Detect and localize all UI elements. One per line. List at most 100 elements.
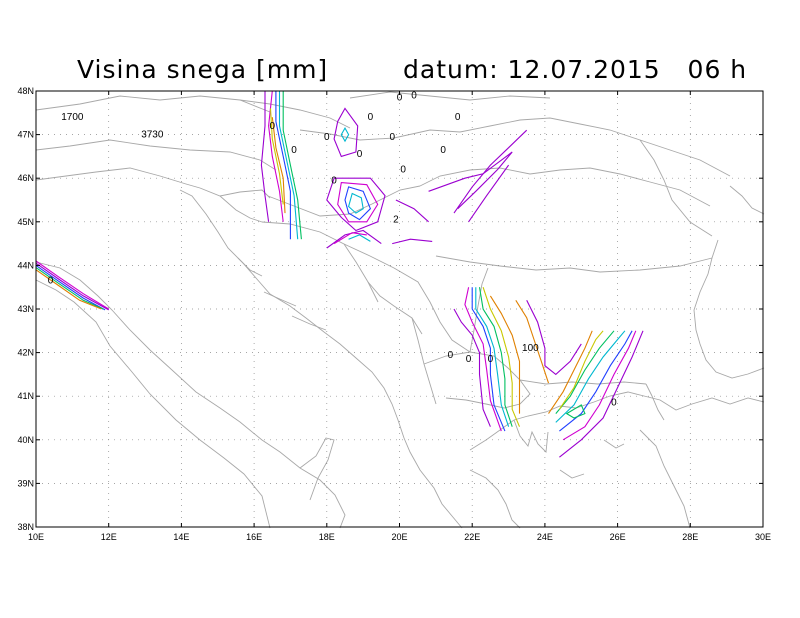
border-serbia — [343, 243, 471, 353]
coastline-black-sea — [693, 239, 765, 379]
coastline-greece-west — [403, 437, 463, 529]
coastline-turkey-west — [639, 429, 691, 529]
snow-contour-line — [35, 267, 104, 310]
datum-label: datum: 12.07.2015 06 h — [403, 55, 748, 84]
contour-value-label: 0 — [331, 175, 337, 186]
coastline-layer — [35, 91, 765, 529]
y-tick-label: 45N — [17, 217, 34, 227]
y-tick-label: 40N — [17, 435, 34, 445]
y-tick-label: 46N — [17, 173, 34, 183]
coastline-aegean-islands-2 — [603, 439, 625, 449]
snow-contour-line — [271, 117, 286, 214]
snow-contour-line — [282, 91, 302, 240]
snow-contour-line — [347, 192, 364, 214]
contour-value-label: 0 — [269, 121, 275, 132]
snow-contour-line — [340, 126, 350, 143]
coastline-chalkidiki — [513, 419, 549, 453]
coastline-islands-2 — [263, 291, 297, 307]
snow-contour-line — [559, 330, 644, 458]
snow-contour-line — [468, 164, 510, 223]
y-tick-label: 47N — [17, 130, 34, 140]
contour-value-label: 2 — [393, 215, 399, 226]
contour-value-label: 1700 — [61, 112, 84, 123]
border-moldova — [639, 139, 713, 237]
x-tick-label: 12E — [101, 532, 117, 542]
contour-value-label: 0 — [466, 354, 472, 365]
contour-value-label: 3730 — [141, 130, 164, 141]
border-austria — [35, 139, 277, 171]
border-czech — [239, 99, 351, 129]
snow-contour-line — [464, 287, 502, 432]
snow-contour-line — [35, 262, 109, 311]
y-tick-label: 44N — [17, 260, 34, 270]
snow-contour-line — [348, 234, 371, 242]
y-tick-label: 48N — [17, 86, 34, 96]
border-montenegro — [367, 281, 423, 335]
snow-contour-line — [453, 308, 491, 427]
contour-value-label: 0 — [291, 145, 297, 156]
border-macedonia — [423, 351, 531, 409]
coastline-dalmatia — [179, 189, 405, 439]
x-tick-label: 14E — [173, 532, 189, 542]
contour-value-label: 0 — [411, 90, 417, 101]
coastline-islands-1 — [237, 257, 263, 277]
y-tick-label: 41N — [17, 391, 34, 401]
x-tick-label: 28E — [682, 532, 698, 542]
y-tick-label: 39N — [17, 478, 34, 488]
y-tick-label: 43N — [17, 304, 34, 314]
border-romania — [419, 167, 711, 207]
snow-contour-line — [35, 269, 102, 310]
coastline-peloponnese — [469, 469, 521, 529]
snow-contour-line — [471, 287, 506, 432]
contour-value-label: 0 — [368, 112, 374, 123]
contour-value-label: 0 — [448, 350, 454, 361]
snow-contour-line — [548, 330, 593, 414]
coastline-italy-east — [35, 261, 346, 529]
x-tick-label: 16E — [246, 532, 262, 542]
coastline-aegean-islands — [559, 469, 585, 479]
chart-title: Visina snega [mm] — [77, 55, 329, 84]
snow-contour-line — [395, 199, 429, 223]
snow-contour-line — [562, 330, 637, 441]
coastline-italy-heel — [299, 437, 335, 501]
snow-contour-line — [268, 90, 284, 222]
snow-contour-line — [565, 404, 586, 419]
contour-value-label: 0 — [400, 164, 406, 175]
snow-contour-line — [275, 91, 291, 240]
coastline-italy-west — [35, 279, 271, 529]
coastline-aegean-north — [469, 391, 661, 451]
x-tick-label: 10E — [28, 532, 44, 542]
snow-contour-line — [489, 295, 521, 414]
y-tick-label: 42N — [17, 348, 34, 358]
snow-contour-line — [392, 238, 433, 245]
x-tick-label: 26E — [610, 532, 626, 542]
border-slovakia — [299, 129, 461, 141]
snow-contour-line — [333, 107, 359, 158]
snow-contour-line — [555, 330, 615, 414]
snow-contour-line — [260, 91, 270, 222]
snow-contour-line — [555, 330, 626, 423]
snow-contour-line — [526, 300, 582, 376]
contour-value-label: 0 — [48, 276, 54, 287]
snow-contour-line — [475, 287, 510, 427]
y-tick-label: 38N — [17, 522, 34, 532]
x-tick-label: 30E — [755, 532, 771, 542]
contour-value-label: 0 — [455, 112, 461, 123]
contour-value-label: 0 — [440, 145, 446, 156]
snow-contour-line — [326, 177, 386, 232]
border-germany — [35, 95, 271, 113]
x-tick-label: 22E — [464, 532, 480, 542]
snow-contour-line — [337, 182, 379, 223]
contour-value-label: 0 — [389, 132, 395, 143]
contour-value-label: 0 — [324, 132, 330, 143]
x-tick-label: 20E — [391, 532, 407, 542]
contour-value-label: 0 — [488, 354, 494, 365]
x-tick-label: 18E — [319, 532, 335, 542]
border-bulgaria-greece — [519, 379, 647, 385]
snow-contour-line — [269, 108, 284, 205]
snow-contour-line — [478, 287, 513, 427]
snow-contour-line — [453, 129, 528, 214]
contour-value-label: 0 — [611, 398, 617, 409]
